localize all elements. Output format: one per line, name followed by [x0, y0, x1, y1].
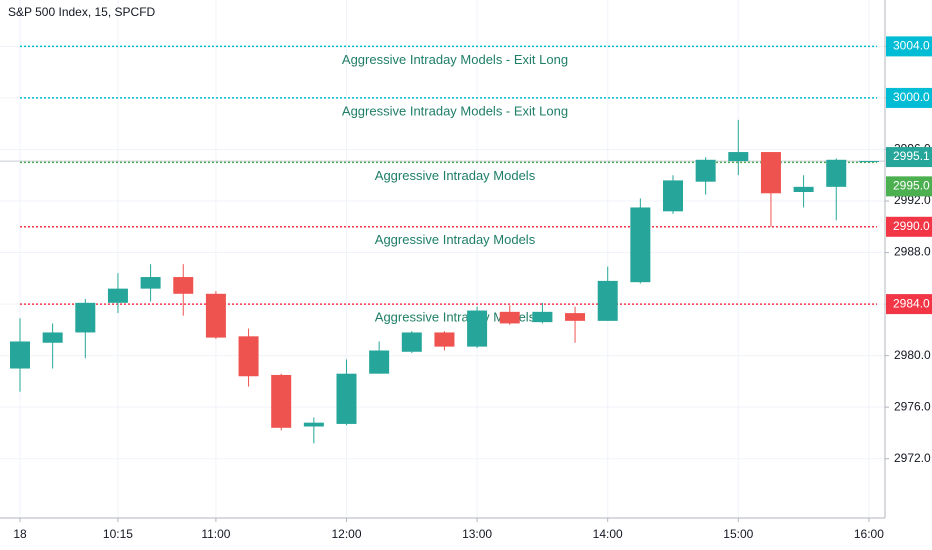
y-tick-label: 2976.0 — [894, 399, 931, 413]
candle-body — [10, 341, 30, 369]
x-tick-label: 13:00 — [462, 527, 492, 541]
x-tick-label: 11:00 — [201, 527, 230, 541]
price-tag — [886, 147, 932, 168]
candle-body — [858, 161, 879, 163]
level-label: Aggressive Intraday Models - Exit Long — [342, 103, 568, 118]
candle-body — [826, 159, 847, 187]
candle-body — [401, 332, 422, 352]
price-tag-label: 2995.1 — [893, 149, 930, 163]
candle-body — [695, 159, 716, 182]
candle-body — [630, 207, 651, 283]
candle-body — [565, 313, 586, 321]
price-tags: 3004.0 3000.0 2995.0 2990.0 2984.0 2995.1 — [886, 36, 932, 315]
price-tag — [886, 87, 932, 108]
candle-body — [467, 310, 488, 347]
candle-body — [303, 422, 324, 427]
candle-body — [728, 152, 749, 162]
candle-body — [173, 277, 194, 294]
x-tick-label: 12:00 — [331, 527, 361, 541]
candles — [10, 119, 879, 444]
x-tick-label: 14:00 — [593, 527, 623, 541]
x-tick-label: 10:15 — [103, 527, 133, 541]
price-tag — [886, 216, 932, 237]
price-tag — [886, 294, 932, 315]
price-tag — [886, 176, 932, 197]
candle-body — [205, 293, 226, 338]
candle-body — [140, 277, 161, 289]
candle-body — [434, 332, 455, 347]
candle-body — [793, 186, 814, 192]
candle-body — [369, 350, 390, 374]
price-tag-label: 3000.0 — [893, 90, 930, 104]
candle-body — [107, 288, 128, 303]
candle-body — [75, 302, 96, 333]
level-label: Aggressive Intraday Models - Exit Long — [342, 52, 568, 67]
candle-body — [271, 374, 292, 428]
y-tick-label: 2992.0 — [894, 193, 931, 207]
level-label: Aggressive Intraday Models — [375, 168, 536, 183]
price-tag-label: 2990.0 — [893, 219, 930, 233]
price-tag-label: 2984.0 — [893, 296, 930, 310]
price-tag — [886, 36, 932, 57]
chart-title: S&P 500 Index, 15, SPCFD — [8, 5, 156, 19]
candle-body — [238, 336, 259, 377]
candle-body — [499, 311, 520, 324]
candle-body — [42, 332, 63, 343]
candle-body — [597, 280, 618, 321]
x-tick-label: 15:00 — [723, 527, 753, 541]
grid — [0, 0, 885, 518]
candle-body — [336, 373, 357, 424]
level-label: Aggressive Intraday Models — [375, 310, 536, 325]
price-tag-label: 3004.0 — [893, 39, 930, 53]
y-tick-label: 2980.0 — [894, 348, 931, 362]
candle-body — [760, 152, 781, 194]
y-tick-label: 2972.0 — [894, 451, 931, 465]
x-tick-label: 18 — [13, 527, 27, 541]
candle-body — [532, 311, 553, 323]
x-tick-label: 16:00 — [854, 527, 884, 541]
candle-body — [663, 180, 683, 212]
level-label: Aggressive Intraday Models — [375, 232, 536, 247]
y-tick-label: 2988.0 — [894, 245, 931, 259]
price-tag-label: 2995.0 — [893, 179, 930, 193]
levels: Aggressive Intraday Models - Exit Long Ag… — [0, 45, 885, 325]
